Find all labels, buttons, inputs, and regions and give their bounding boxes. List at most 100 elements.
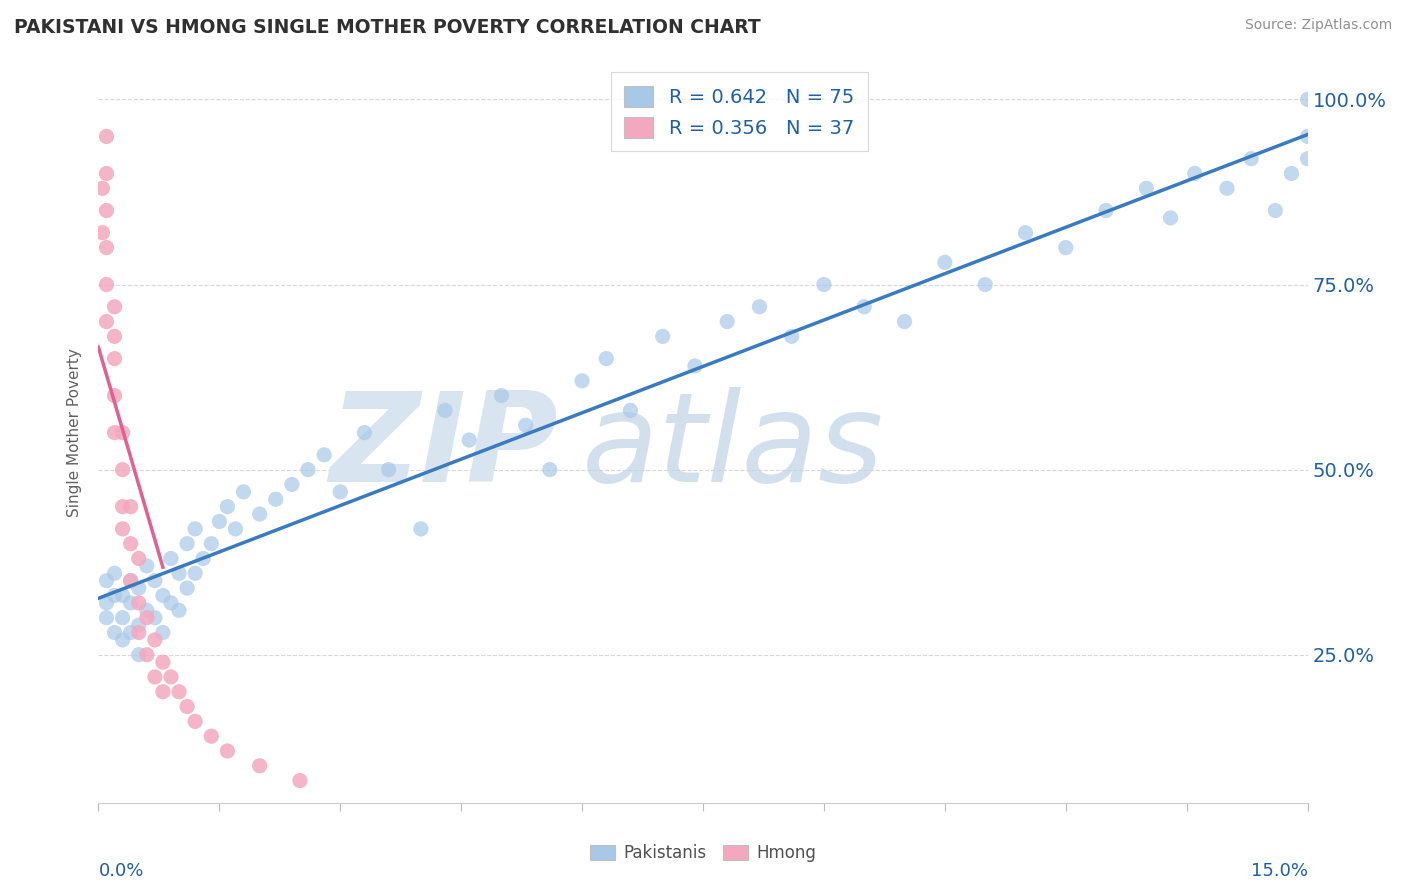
Point — [160, 670, 183, 684]
Legend: Pakistanis, Hmong: Pakistanis, Hmong — [583, 838, 823, 869]
Point — [143, 574, 166, 588]
Point — [120, 574, 142, 588]
Point — [249, 758, 271, 772]
Point — [135, 610, 157, 624]
Point — [167, 603, 190, 617]
Point — [96, 240, 118, 254]
Point — [434, 403, 457, 417]
Point — [853, 300, 876, 314]
Point — [297, 462, 319, 476]
Point — [111, 425, 134, 440]
Text: ZIP: ZIP — [329, 387, 558, 508]
Point — [152, 589, 174, 603]
Point — [128, 618, 150, 632]
Point — [458, 433, 481, 447]
Point — [193, 551, 215, 566]
Text: PAKISTANI VS HMONG SINGLE MOTHER POVERTY CORRELATION CHART: PAKISTANI VS HMONG SINGLE MOTHER POVERTY… — [14, 18, 761, 37]
Point — [111, 522, 134, 536]
Point — [167, 566, 190, 581]
Point — [716, 314, 738, 328]
Point — [96, 314, 118, 328]
Point — [128, 581, 150, 595]
Point — [217, 500, 239, 514]
Point — [135, 603, 157, 617]
Point — [91, 226, 114, 240]
Point — [120, 596, 142, 610]
Point — [96, 596, 118, 610]
Point — [1216, 181, 1239, 195]
Y-axis label: Single Mother Poverty: Single Mother Poverty — [67, 348, 83, 517]
Point — [111, 462, 134, 476]
Point — [143, 632, 166, 647]
Point — [128, 551, 150, 566]
Point — [683, 359, 706, 373]
Point — [103, 589, 125, 603]
Point — [515, 418, 537, 433]
Point — [217, 744, 239, 758]
Point — [264, 492, 287, 507]
Point — [1095, 203, 1118, 218]
Point — [96, 203, 118, 218]
Point — [111, 500, 134, 514]
Point — [96, 129, 118, 144]
Point — [288, 773, 311, 788]
Point — [128, 596, 150, 610]
Point — [184, 714, 207, 729]
Point — [329, 484, 352, 499]
Point — [184, 522, 207, 536]
Point — [103, 425, 125, 440]
Point — [167, 685, 190, 699]
Point — [1281, 166, 1303, 180]
Point — [1296, 152, 1319, 166]
Point — [1054, 240, 1077, 254]
Point — [120, 500, 142, 514]
Point — [176, 699, 198, 714]
Point — [353, 425, 375, 440]
Point — [651, 329, 673, 343]
Point — [103, 351, 125, 366]
Point — [200, 536, 222, 550]
Point — [1135, 181, 1157, 195]
Point — [1296, 129, 1319, 144]
Point — [160, 596, 183, 610]
Point — [1264, 203, 1286, 218]
Point — [96, 610, 118, 624]
Point — [748, 300, 770, 314]
Point — [1296, 92, 1319, 106]
Point — [377, 462, 399, 476]
Text: 15.0%: 15.0% — [1250, 862, 1308, 880]
Point — [120, 536, 142, 550]
Point — [176, 581, 198, 595]
Point — [103, 625, 125, 640]
Point — [176, 536, 198, 550]
Point — [813, 277, 835, 292]
Point — [152, 655, 174, 669]
Point — [232, 484, 254, 499]
Point — [96, 166, 118, 180]
Point — [111, 632, 134, 647]
Point — [103, 300, 125, 314]
Point — [595, 351, 617, 366]
Point — [281, 477, 304, 491]
Point — [152, 625, 174, 640]
Point — [135, 648, 157, 662]
Point — [571, 374, 593, 388]
Point — [974, 277, 997, 292]
Point — [152, 685, 174, 699]
Point — [314, 448, 336, 462]
Point — [249, 507, 271, 521]
Point — [538, 462, 561, 476]
Point — [120, 625, 142, 640]
Text: 0.0%: 0.0% — [98, 862, 143, 880]
Point — [893, 314, 915, 328]
Point — [103, 566, 125, 581]
Point — [143, 610, 166, 624]
Point — [91, 181, 114, 195]
Point — [135, 558, 157, 573]
Point — [224, 522, 246, 536]
Text: Source: ZipAtlas.com: Source: ZipAtlas.com — [1244, 18, 1392, 32]
Point — [160, 551, 183, 566]
Point — [208, 515, 231, 529]
Point — [780, 329, 803, 343]
Text: atlas: atlas — [582, 387, 884, 508]
